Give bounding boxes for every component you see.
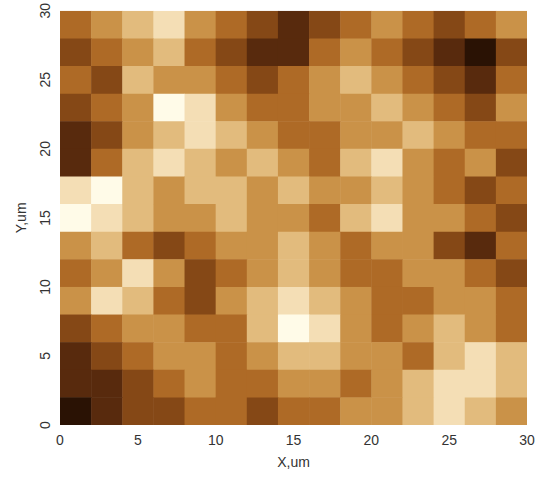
svg-text:X,um: X,um — [277, 454, 310, 470]
svg-text:10: 10 — [208, 432, 224, 448]
svg-text:30: 30 — [519, 432, 535, 448]
svg-text:10: 10 — [37, 279, 53, 295]
svg-text:25: 25 — [37, 72, 53, 88]
svg-text:30: 30 — [37, 3, 53, 19]
svg-text:20: 20 — [37, 141, 53, 157]
svg-text:0: 0 — [37, 421, 53, 429]
svg-text:15: 15 — [37, 210, 53, 226]
svg-text:5: 5 — [134, 432, 142, 448]
svg-text:0: 0 — [56, 432, 64, 448]
svg-text:5: 5 — [37, 352, 53, 360]
svg-text:20: 20 — [364, 432, 380, 448]
svg-text:15: 15 — [286, 432, 302, 448]
svg-text:25: 25 — [441, 432, 457, 448]
svg-text:Y,um: Y,um — [13, 202, 29, 233]
